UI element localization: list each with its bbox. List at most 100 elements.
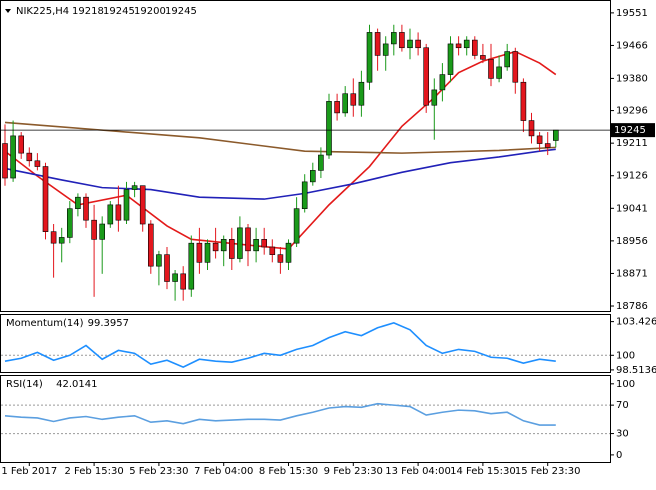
rsi-panel-frame (0, 375, 611, 463)
y-tick-label: 19380 (616, 73, 648, 84)
candle-body (536, 135, 543, 144)
candle-body (277, 254, 284, 263)
price-panel-frame (0, 0, 611, 312)
candle-body (269, 246, 276, 255)
header-high: 19245 (103, 6, 135, 17)
y-tick-label: 19126 (616, 171, 648, 182)
candle-body (164, 254, 170, 282)
x-tick-label: 15 Feb 23:30 (515, 466, 581, 477)
candle-body (115, 204, 122, 221)
candle-body (504, 51, 511, 68)
x-tick-label: 8 Feb 15:30 (259, 466, 318, 477)
y-tick-label: 18786 (616, 301, 648, 312)
candle-body (148, 223, 154, 267)
candle-body (58, 237, 65, 244)
candle-body (528, 120, 535, 137)
candle-body (350, 93, 357, 106)
indicator-line (4, 322, 556, 368)
candle-body (293, 208, 300, 244)
x-tick-label: 9 Feb 23:30 (324, 466, 383, 477)
indicator-line (4, 402, 556, 426)
indicator-value: 99.3957 (88, 318, 129, 329)
indicator-title: Momentum(14) (6, 318, 84, 329)
candle-body (358, 81, 365, 106)
candle-body (26, 152, 33, 162)
candle-body (10, 135, 16, 179)
candle-body (512, 51, 519, 83)
candle-body (123, 189, 130, 221)
candle-body (390, 32, 397, 45)
y-tick-label: 98.5136 (616, 365, 656, 376)
chart-title: NIK225,H4 (16, 6, 69, 17)
candle-body (196, 242, 203, 263)
header-close: 19245 (165, 6, 197, 17)
candle-body (204, 242, 211, 263)
y-tick-label: 30 (616, 429, 629, 440)
candle-body (342, 93, 349, 114)
y-tick-label: 100 (616, 350, 635, 361)
candle-body (374, 32, 381, 56)
candle-body (261, 239, 268, 248)
candle-body (229, 239, 235, 259)
candle-body (463, 39, 470, 49)
candle-body (301, 181, 308, 209)
candle-body (83, 196, 89, 221)
y-tick-label: 18956 (616, 236, 648, 247)
candle-body (423, 47, 430, 106)
candle-body (382, 43, 389, 56)
candle-body (237, 227, 243, 259)
moving-average-line (4, 50, 557, 250)
x-tick-label: 14 Feb 15:30 (450, 466, 516, 477)
candle-body (488, 58, 494, 79)
candle-body (2, 143, 8, 179)
y-tick-label: 19211 (616, 138, 648, 149)
header-open: 19218 (72, 6, 104, 17)
candle-body (91, 219, 97, 240)
candle-body (399, 32, 405, 49)
y-tick-label: 19551 (616, 8, 648, 19)
candle-body (253, 239, 259, 252)
indicator-value: 42.0141 (56, 379, 97, 390)
candle-body (326, 101, 332, 156)
candle-body (67, 208, 73, 238)
candle-body (455, 43, 462, 49)
menu-triangle (5, 9, 11, 13)
candle-body (220, 239, 227, 252)
candle-body (415, 39, 421, 49)
candle-body (366, 32, 373, 83)
candle-body (480, 55, 486, 60)
candle-body (318, 154, 324, 171)
last-price-label: 19245 (614, 125, 646, 136)
candle-body (431, 89, 438, 106)
candle-body (42, 166, 49, 232)
candle-body (496, 66, 502, 79)
candle-body (520, 81, 527, 121)
x-tick-label: 5 Feb 23:30 (129, 466, 188, 477)
candle-body (309, 170, 316, 183)
candle-body (471, 39, 478, 56)
candle-body (447, 43, 454, 75)
y-tick-label: 100 (616, 379, 635, 390)
candle-body (285, 242, 292, 263)
header-low: 19200 (134, 6, 166, 17)
last-price-box (611, 123, 655, 138)
candle-body (439, 74, 446, 91)
candle-body (50, 231, 57, 244)
candle-body (172, 273, 178, 282)
candle-body (334, 101, 340, 114)
candle-body (245, 227, 251, 252)
x-tick-label: 13 Feb 04:00 (385, 466, 451, 477)
candle-body (107, 204, 114, 225)
y-tick-label: 19466 (616, 40, 648, 51)
moving-average-line (4, 121, 556, 154)
x-tick-label: 7 Feb 04:00 (194, 466, 253, 477)
indicator-title: RSI(14) (6, 379, 43, 390)
candle-body (407, 39, 413, 49)
candle-body (139, 185, 146, 225)
candle-body (188, 242, 195, 290)
y-tick-label: 18871 (616, 268, 648, 279)
y-tick-label: 103.4266 (616, 317, 656, 328)
y-tick-label: 0 (616, 450, 622, 461)
candle-body (156, 254, 162, 267)
